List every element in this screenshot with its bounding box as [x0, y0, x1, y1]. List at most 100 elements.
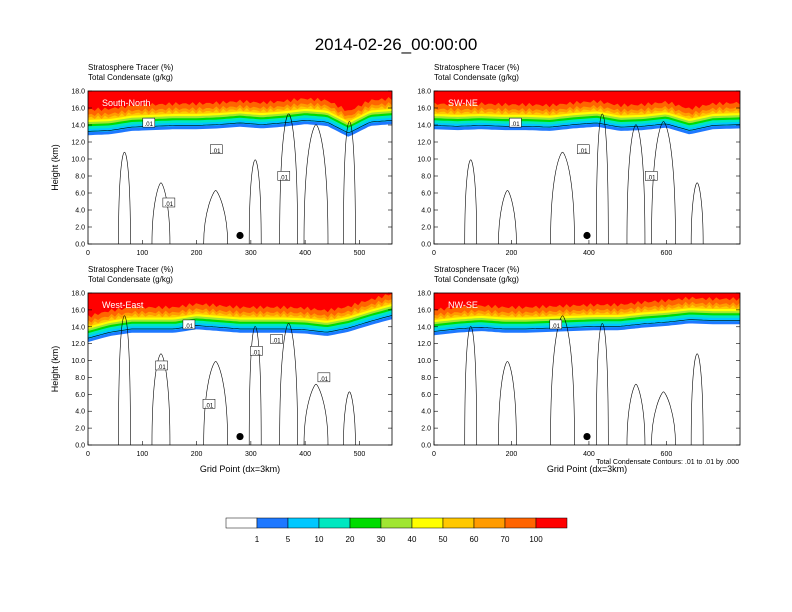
condensate-contour: [343, 391, 356, 445]
contour-label: .01: [579, 149, 588, 155]
contour-label: .01: [157, 365, 166, 371]
location-marker: [583, 432, 591, 441]
contour-label-box: [250, 346, 263, 356]
y-tick-label: 0.0: [421, 242, 431, 249]
panel-title: Stratosphere Tracer (%): [434, 63, 520, 72]
tracer-field: .01 .01 .01 .01: [88, 91, 392, 244]
colorbar-label: 5: [286, 535, 291, 544]
location-marker: [583, 231, 591, 240]
condensate-contour: [434, 122, 740, 131]
contour-label-box: [317, 372, 331, 383]
condensate-contour: [626, 124, 646, 244]
y-tick-label: 10.0: [71, 358, 85, 365]
contour-label-box: [577, 144, 590, 155]
panel-title: Stratosphere Tracer (%): [88, 265, 174, 274]
condensate-contour: [690, 353, 704, 445]
y-tick-label: 14.0: [71, 123, 85, 130]
x-tick-label: 500: [354, 451, 366, 458]
tracer-band: [434, 293, 740, 311]
contour-label-box: [182, 319, 196, 330]
y-tick-label: 8.0: [75, 174, 85, 181]
condensate-contour: [151, 353, 171, 445]
location-marker: [236, 432, 244, 441]
colorbar-label: 10: [315, 535, 324, 544]
contour-label: .01: [511, 122, 520, 128]
y-tick-label: 12.0: [71, 341, 85, 348]
y-tick-label: 18.0: [71, 291, 85, 298]
panel-west-east: .01 .01 .01 .01 .01 .01 West-East Stratosphere …: [50, 265, 393, 474]
panel-group: .01 .01 .01 .01 South-North Stratosphere Trac…: [50, 63, 741, 474]
contour-footnote: Total Condensate Contours: .01 to .01 by…: [596, 459, 739, 466]
panel-title: Stratosphere Tracer (%): [434, 265, 520, 274]
condensate-contour: [88, 120, 392, 134]
contour-label-box: [270, 334, 283, 344]
y-tick-label: 16.0: [71, 307, 85, 314]
plot-frame: [87, 292, 393, 446]
contour-label-box: [645, 171, 658, 181]
y-tick-label: 4.0: [421, 208, 431, 215]
colorbar-label: 40: [408, 535, 417, 544]
y-tick-label: 6.0: [75, 392, 85, 399]
y-tick-label: 6.0: [75, 191, 85, 198]
figure-title: 2014-02-26_00:00:00: [315, 35, 478, 54]
condensate-contour: [248, 326, 262, 445]
x-tick-label: 200: [506, 451, 518, 458]
colorbar-swatch: [318, 517, 351, 529]
y-tick-label: 18.0: [417, 291, 431, 298]
y-tick-label: 2.0: [421, 225, 431, 232]
plot-frame: [433, 90, 741, 245]
condensate-contour: [434, 319, 740, 332]
x-tick-label: 200: [191, 451, 203, 458]
y-tick-label: 4.0: [75, 208, 85, 215]
x-tick-label: 200: [191, 250, 203, 257]
colorbar-swatch: [442, 517, 475, 529]
y-tick-label: 16.0: [417, 106, 431, 113]
y-tick-label: 12.0: [417, 341, 431, 348]
tracer-field: .01 .01 .01: [434, 91, 740, 244]
contour-label: .01: [647, 175, 656, 181]
panel-label: SW-NE: [448, 98, 478, 108]
x-tick-label: 0: [432, 451, 436, 458]
condensate-contour: [550, 151, 575, 244]
x-tick-label: 600: [661, 451, 673, 458]
y-tick-label: 8.0: [421, 174, 431, 181]
x-tick-label: 400: [583, 451, 595, 458]
y-tick-label: 0.0: [75, 242, 85, 249]
panel-subtitle: Total Condensate (g/kg): [434, 275, 519, 284]
colorbar-label: 60: [470, 535, 479, 544]
y-tick-label: 4.0: [75, 409, 85, 416]
colorbar-label: 1: [255, 535, 260, 544]
x-tick-label: 100: [136, 250, 148, 257]
y-tick-label: 8.0: [421, 375, 431, 382]
contour-label-box: [549, 319, 563, 330]
x-tick-label: 400: [299, 250, 311, 257]
contour-label-box: [277, 171, 291, 181]
contour-label-box: [142, 117, 156, 128]
condensate-contour: [498, 190, 517, 244]
panel-label: NW-SE: [448, 300, 478, 310]
tracer-band: [88, 293, 392, 318]
contour-label-box: [509, 117, 522, 128]
condensate-contour: [343, 121, 356, 244]
condensate-contour: [626, 383, 646, 445]
plot-frame: [87, 90, 393, 245]
x-tick-label: 0: [86, 451, 90, 458]
y-tick-label: 14.0: [417, 123, 431, 130]
y-tick-label: 10.0: [71, 157, 85, 164]
condensate-contour: [248, 159, 262, 244]
y-tick-label: 12.0: [71, 140, 85, 147]
y-tick-label: 0.0: [75, 443, 85, 450]
contour-label-box: [202, 399, 216, 409]
colorbar-swatch: [349, 517, 382, 529]
colorbar-label: 50: [439, 535, 448, 544]
colorbar-label: 100: [529, 535, 543, 544]
y-tick-label: 14.0: [417, 324, 431, 331]
colorbar-swatch: [535, 517, 568, 529]
y-tick-label: 4.0: [421, 409, 431, 416]
contour-label-box: [162, 197, 176, 208]
y-tick-label: 2.0: [75, 225, 85, 232]
x-tick-label: 500: [354, 250, 366, 257]
colorbar-swatch: [287, 517, 320, 529]
y-tick-label: 2.0: [421, 426, 431, 433]
